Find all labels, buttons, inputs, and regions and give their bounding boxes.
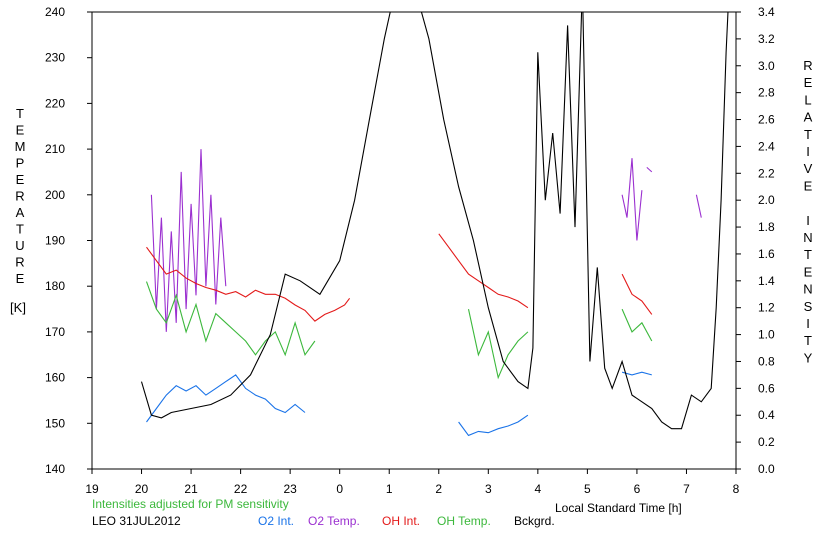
left-axis-title-char: R — [15, 255, 24, 270]
left-tick-label: 240 — [45, 5, 65, 19]
series-line-o2-int — [146, 371, 652, 437]
right-tick-label: 0.8 — [758, 354, 775, 368]
x-axis-title: Local Standard Time [h] — [555, 501, 682, 515]
right-axis-title-char: A — [804, 110, 813, 125]
x-tick-label: 2 — [435, 482, 442, 496]
left-tick-label: 180 — [45, 279, 65, 293]
right-axis-title-char: E — [804, 178, 813, 193]
x-tick-label: 23 — [283, 482, 297, 496]
right-tick-label: 1.4 — [758, 274, 775, 288]
series-line-bckgrd — [140, 12, 729, 430]
right-tick-label: 2.0 — [758, 193, 775, 207]
right-tick-label: 2.8 — [758, 86, 775, 100]
x-tick-label: 8 — [733, 482, 740, 496]
series-line-oh-temp — [147, 282, 702, 378]
right-axis-title-char: T — [804, 333, 812, 348]
left-axis-title-char: E — [16, 172, 25, 187]
legend-entry: O2 Temp. — [308, 514, 360, 528]
left-axis-title-char: R — [15, 189, 24, 204]
right-tick-label: 1.2 — [758, 301, 775, 315]
left-axis-title-char: E — [16, 271, 25, 286]
note-text: Intensities adjusted for PM sensitivity — [92, 497, 289, 511]
left-tick-label: 200 — [45, 188, 65, 202]
left-axis-title-char: E — [16, 123, 25, 138]
right-tick-label: 0.4 — [758, 408, 775, 422]
right-tick-label: 3.0 — [758, 59, 775, 73]
right-axis-title-char: E — [804, 264, 813, 279]
left-axis-title-char: U — [15, 238, 24, 253]
right-tick-label: 0.2 — [758, 435, 775, 449]
x-tick-label: 19 — [85, 482, 99, 496]
series-line-oh-int — [147, 234, 702, 321]
right-tick-label: 0.0 — [758, 462, 775, 476]
x-tick-label: 3 — [485, 482, 492, 496]
left-tick-label: 160 — [45, 371, 65, 385]
legend-entry: OH Int. — [382, 514, 420, 528]
right-axis-title-char: V — [804, 161, 813, 176]
legend-entry: OH Temp. — [437, 514, 491, 528]
left-axis-title-char: T — [16, 222, 24, 237]
right-tick-label: 2.4 — [758, 139, 775, 153]
left-axis-title-char: P — [16, 156, 25, 171]
right-axis-title-char: I — [806, 213, 810, 228]
right-tick-label: 0.6 — [758, 381, 775, 395]
right-axis-title-char: N — [803, 282, 812, 297]
legend-entry: O2 Int. — [258, 514, 294, 528]
x-tick-label: 21 — [184, 482, 198, 496]
right-axis-title-char: N — [803, 230, 812, 245]
x-tick-label: 7 — [683, 482, 690, 496]
right-tick-label: 3.2 — [758, 32, 775, 46]
right-tick-label: 2.2 — [758, 166, 775, 180]
station-date: LEO 31JUL2012 — [92, 514, 181, 528]
right-axis-title-char: I — [806, 144, 810, 159]
left-axis-title-char: M — [15, 139, 26, 154]
right-axis-title-char: R — [803, 58, 812, 73]
x-tick-label: 22 — [234, 482, 248, 496]
right-axis-title-char: L — [804, 92, 811, 107]
x-tick-label: 0 — [336, 482, 343, 496]
right-tick-label: 3.4 — [758, 5, 775, 19]
left-axis-title-char: T — [16, 106, 24, 121]
right-axis-title-char: T — [804, 127, 812, 142]
right-axis-title-char: Y — [804, 350, 813, 365]
x-tick-label: 4 — [535, 482, 542, 496]
right-axis-title-char: S — [804, 299, 813, 314]
right-tick-label: 1.8 — [758, 220, 775, 234]
left-tick-label: 230 — [45, 51, 65, 65]
x-tick-label: 1 — [386, 482, 393, 496]
left-tick-label: 150 — [45, 416, 65, 430]
left-tick-label: 170 — [45, 325, 65, 339]
left-tick-label: 190 — [45, 234, 65, 248]
right-tick-label: 2.6 — [758, 113, 775, 127]
left-tick-label: 210 — [45, 142, 65, 156]
right-axis-title-char: I — [806, 316, 810, 331]
left-axis-title-char: A — [16, 205, 25, 220]
legend-entry: Bckgrd. — [514, 514, 555, 528]
left-axis-unit: [K] — [10, 300, 26, 315]
left-tick-label: 220 — [45, 96, 65, 110]
x-tick-label: 20 — [135, 482, 149, 496]
series-line-o2-temp — [150, 149, 702, 332]
x-tick-label: 6 — [634, 482, 641, 496]
right-axis-title-char: E — [804, 75, 813, 90]
right-tick-label: 1.6 — [758, 247, 775, 261]
x-tick-label: 5 — [584, 482, 591, 496]
right-axis-title-char: T — [804, 247, 812, 262]
right-tick-label: 1.0 — [758, 328, 775, 342]
left-tick-label: 140 — [45, 462, 65, 476]
